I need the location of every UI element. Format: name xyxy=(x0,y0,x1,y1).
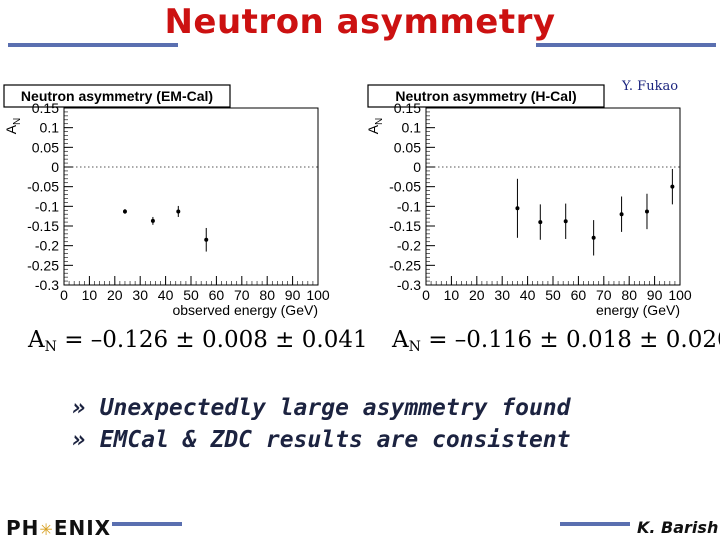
x-tick-label: 20 xyxy=(469,287,485,303)
y-tick-label: -0.1 xyxy=(35,198,59,214)
data-point xyxy=(563,219,568,224)
y-tick-label: -0.3 xyxy=(35,277,59,293)
y-tick-label: 0.15 xyxy=(394,100,421,116)
emcal-result: AN = –0.126 ± 0.008 ± 0.041 xyxy=(28,327,368,355)
x-tick-label: 90 xyxy=(647,287,663,303)
x-tick-label: 30 xyxy=(132,287,148,303)
x-tick-label: 0 xyxy=(422,287,430,303)
data-point xyxy=(538,220,543,225)
x-axis-label: observed energy (GeV) xyxy=(172,302,318,318)
y-tick-label: -0.25 xyxy=(389,257,421,273)
slide-title: Neutron asymmetry xyxy=(164,2,556,42)
phenix-logo: PH✳ENIX xyxy=(6,516,112,540)
y-tick-label: -0.15 xyxy=(27,218,59,234)
y-tick-label: -0.1 xyxy=(397,198,421,214)
x-tick-label: 50 xyxy=(545,287,561,303)
hcal-result-symbol: A xyxy=(392,327,409,353)
x-tick-label: 50 xyxy=(183,287,199,303)
x-tick-label: 0 xyxy=(60,287,68,303)
y-axis-label-main: A xyxy=(3,124,19,134)
x-tick-label: 100 xyxy=(668,287,692,303)
bullet-item: » EMCal & ZDC results are consistent xyxy=(72,427,571,453)
bottom-rule-left xyxy=(112,522,182,526)
credit-label: Y. Fukao xyxy=(622,79,679,94)
data-point xyxy=(619,212,624,217)
y-axis-label: AN xyxy=(3,118,23,135)
chart-title: Neutron asymmetry (H-Cal) xyxy=(395,88,576,104)
data-point xyxy=(591,235,596,240)
bullet-list: » Unexpectedly large asymmetry found » E… xyxy=(72,392,571,456)
y-tick-label: -0.2 xyxy=(35,238,59,254)
x-tick-label: 40 xyxy=(520,287,536,303)
y-tick-label: 0.05 xyxy=(394,139,421,155)
bottom-rule-right xyxy=(560,522,630,526)
x-tick-label: 10 xyxy=(444,287,460,303)
data-point xyxy=(644,209,649,214)
y-tick-label: -0.2 xyxy=(397,238,421,254)
chart-title-box xyxy=(3,84,231,108)
y-tick-label: 0.1 xyxy=(40,120,60,136)
y-axis-label: AN xyxy=(365,118,385,135)
hcal-result: AN = –0.116 ± 0.018 ± 0.020 xyxy=(392,327,720,355)
x-tick-label: 60 xyxy=(571,287,587,303)
x-tick-label: 70 xyxy=(234,287,250,303)
hcal-result-text: = –0.116 ± 0.018 ± 0.020 xyxy=(428,327,720,353)
y-axis-label-sub: N xyxy=(374,118,385,125)
x-tick-label: 70 xyxy=(596,287,612,303)
x-tick-label: 20 xyxy=(107,287,123,303)
y-tick-label: 0 xyxy=(413,159,421,175)
y-tick-label: 0 xyxy=(51,159,59,175)
chart-title-box xyxy=(367,84,605,108)
y-tick-label: 0.15 xyxy=(32,100,59,116)
x-tick-label: 30 xyxy=(494,287,510,303)
y-tick-label: -0.3 xyxy=(397,277,421,293)
data-point xyxy=(515,206,520,211)
x-tick-label: 90 xyxy=(285,287,301,303)
x-tick-label: 80 xyxy=(259,287,275,303)
y-tick-label: -0.25 xyxy=(27,257,59,273)
data-point xyxy=(670,184,675,189)
hcal-result-sub: N xyxy=(408,339,421,355)
x-axis-label: energy (GeV) xyxy=(596,302,680,318)
y-tick-label: -0.15 xyxy=(389,218,421,234)
emcal-result-symbol: A xyxy=(28,327,45,353)
y-axis-label-main: A xyxy=(365,124,381,134)
data-point xyxy=(150,218,155,223)
title-rule-right xyxy=(536,43,716,47)
chart-hcal: Neutron asymmetry (H-Cal)0.150.10.050-0.… xyxy=(365,84,692,318)
logo-star-icon: ✳ xyxy=(39,520,54,539)
x-tick-label: 40 xyxy=(158,287,174,303)
presenter-name: K. Barish xyxy=(637,518,719,537)
y-tick-label: 0.05 xyxy=(32,139,59,155)
y-axis-label-sub: N xyxy=(12,118,23,125)
x-tick-label: 10 xyxy=(82,287,98,303)
plot-frame xyxy=(425,107,681,286)
x-tick-label: 60 xyxy=(209,287,225,303)
emcal-result-text: = –0.126 ± 0.008 ± 0.041 xyxy=(64,327,368,353)
data-point xyxy=(204,237,209,242)
plot-frame xyxy=(63,107,319,286)
data-point xyxy=(176,209,181,214)
y-tick-label: 0.1 xyxy=(402,120,422,136)
title-rule-left xyxy=(8,43,178,47)
data-point xyxy=(122,209,127,214)
y-tick-label: -0.05 xyxy=(389,179,421,195)
chart-emcal: Neutron asymmetry (EM-Cal)0.150.10.050-0… xyxy=(3,84,330,318)
chart-title: Neutron asymmetry (EM-Cal) xyxy=(21,88,213,104)
emcal-result-sub: N xyxy=(44,339,57,355)
y-tick-label: -0.05 xyxy=(27,179,59,195)
x-tick-label: 80 xyxy=(621,287,637,303)
bullet-item: » Unexpectedly large asymmetry found xyxy=(72,395,571,421)
x-tick-label: 100 xyxy=(306,287,330,303)
